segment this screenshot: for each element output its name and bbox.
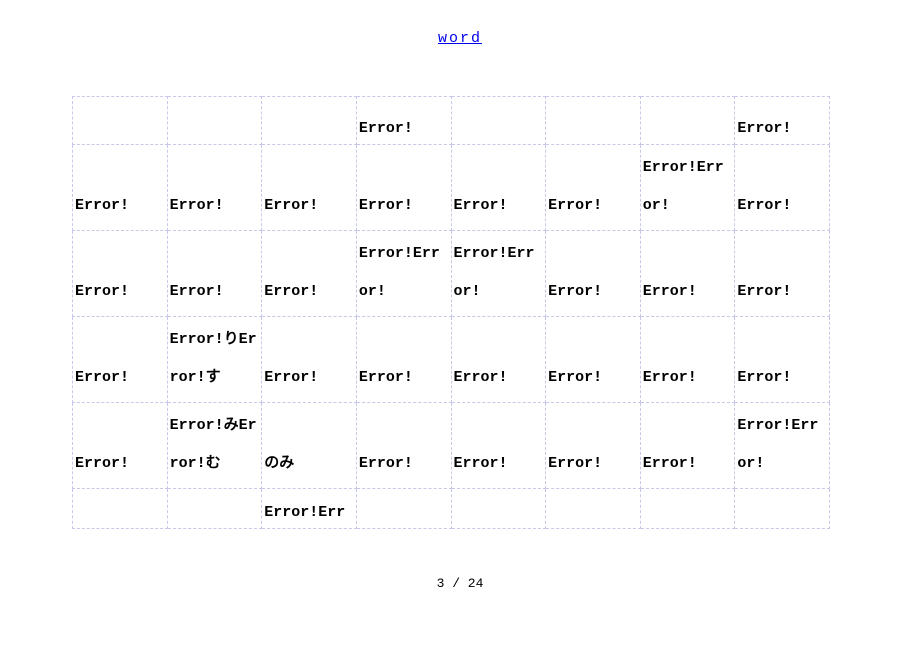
table-cell: Error!: [546, 231, 641, 317]
table-cell: [640, 97, 735, 145]
table-cell: Error!: [735, 145, 830, 231]
table-cell: Error!Error!: [735, 403, 830, 489]
table-cell: [451, 489, 546, 529]
table-cell: [262, 97, 357, 145]
table-row: Error!Error!Error!Error!Error!Error!Erro…: [73, 145, 830, 231]
table-cell: Error!: [73, 231, 168, 317]
page-sep: /: [444, 576, 467, 591]
table-cell: Error!: [451, 403, 546, 489]
table-cell: [167, 489, 262, 529]
table-cell: Error!: [451, 145, 546, 231]
table-cell: Error!Error!: [451, 231, 546, 317]
table-cell: Error!: [546, 403, 641, 489]
table-cell: Error!: [546, 317, 641, 403]
table-cell: [546, 97, 641, 145]
table-cell: Error!: [167, 145, 262, 231]
table-cell: Error!: [735, 97, 830, 145]
table-cell: Error!: [356, 317, 451, 403]
table-row: Error!Err: [73, 489, 830, 529]
table-cell: Error!: [640, 231, 735, 317]
table-cell: Error!: [640, 403, 735, 489]
table-cell: Error!: [546, 145, 641, 231]
table-cell: [167, 97, 262, 145]
table-row: Error!Error!Error!Error!Error!Error!Erro…: [73, 231, 830, 317]
table-cell: Error!: [451, 317, 546, 403]
table-cell: Error!: [640, 317, 735, 403]
word-link[interactable]: word: [438, 30, 482, 47]
table-cell: Error!: [73, 403, 168, 489]
header-link-container: word: [0, 30, 920, 47]
table-row: Error!Error!りError!すError!Error!Error!Er…: [73, 317, 830, 403]
table-cell: Error!りError!す: [167, 317, 262, 403]
table-cell: Error!: [262, 231, 357, 317]
table-cell: Error!みError!む: [167, 403, 262, 489]
table-cell: Error!: [735, 231, 830, 317]
page-footer: 3 / 24: [0, 576, 920, 591]
table-cell: Error!: [262, 145, 357, 231]
table-cell: Error!: [356, 145, 451, 231]
table-row: Error!Error!みError!むのみError!Error!Error!…: [73, 403, 830, 489]
table-body: Error!Error!Error!Error!Error!Error!Erro…: [73, 97, 830, 529]
table-cell: Error!Err: [262, 489, 357, 529]
table-cell: Error!: [356, 403, 451, 489]
table-cell: [73, 489, 168, 529]
table-cell: [356, 489, 451, 529]
table-cell: [73, 97, 168, 145]
table-cell: Error!Error!: [640, 145, 735, 231]
table-cell: [640, 489, 735, 529]
table-cell: Error!: [735, 317, 830, 403]
table-cell: Error!: [167, 231, 262, 317]
page-total: 24: [468, 576, 484, 591]
table-cell: Error!Error!: [356, 231, 451, 317]
table-cell: Error!: [73, 145, 168, 231]
table-row: Error! Error!: [73, 97, 830, 145]
table-cell: [735, 489, 830, 529]
error-table: Error!Error!Error!Error!Error!Error!Erro…: [72, 96, 830, 529]
table-cell: Error!: [73, 317, 168, 403]
table-cell: のみ: [262, 403, 357, 489]
table-container: Error!Error!Error!Error!Error!Error!Erro…: [72, 96, 830, 529]
table-cell: Error!: [262, 317, 357, 403]
table-cell: [451, 97, 546, 145]
table-cell: Error!: [356, 97, 451, 145]
table-cell: [546, 489, 641, 529]
